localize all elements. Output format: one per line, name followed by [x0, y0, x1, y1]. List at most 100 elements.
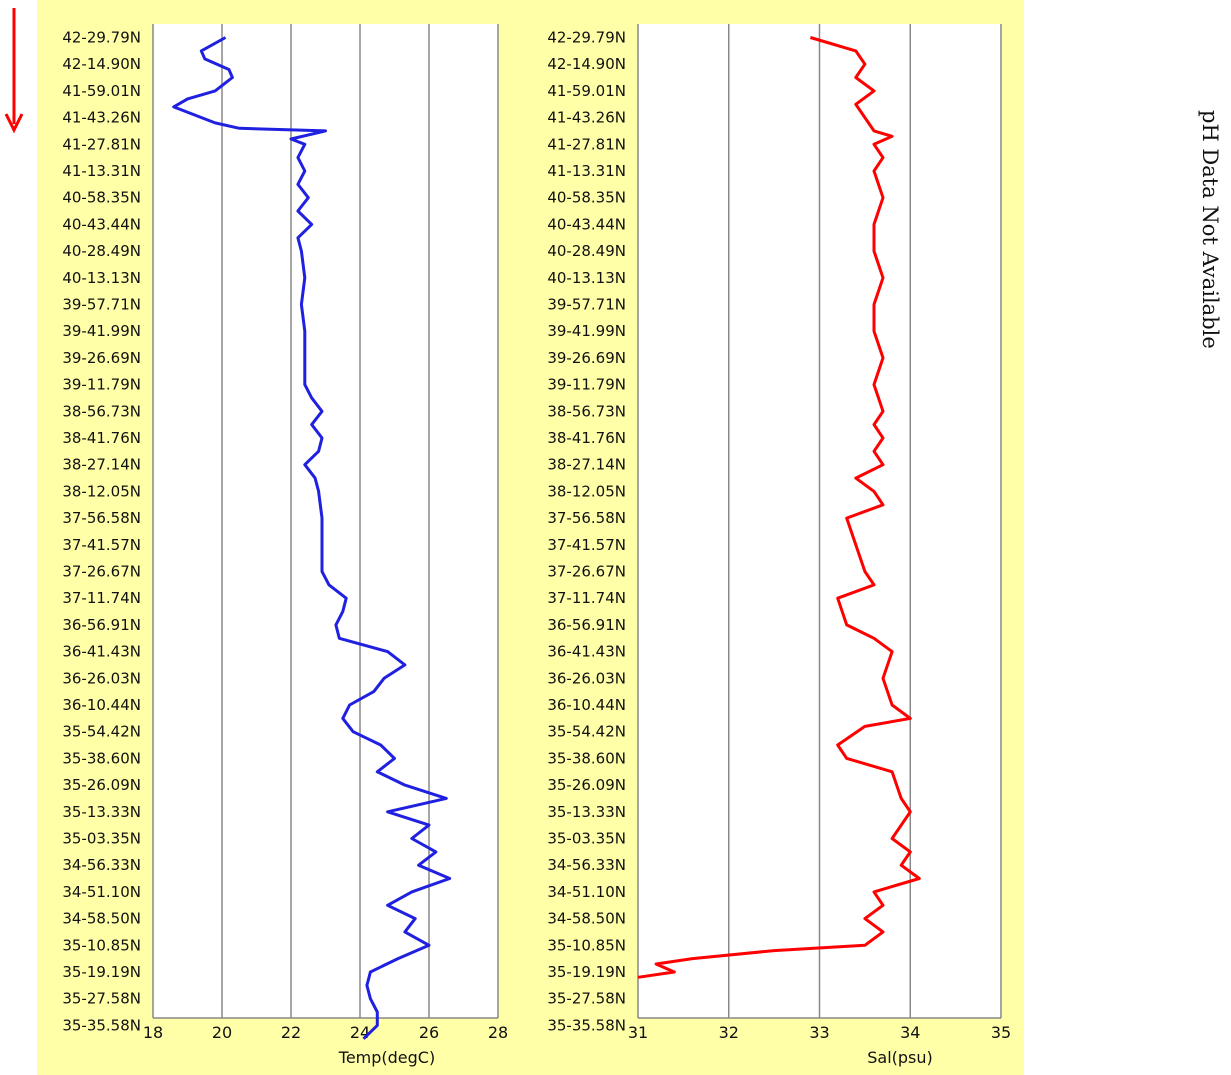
latitude-label: 35-26.09N	[547, 776, 626, 794]
latitude-label: 36-56.91N	[547, 616, 626, 634]
latitude-label: 35-19.19N	[62, 963, 141, 981]
latitude-label: 36-26.03N	[62, 669, 141, 687]
x-tick-label: 35	[991, 1023, 1011, 1042]
latitude-label: 39-26.69N	[547, 349, 626, 367]
x-tick-label: 31	[628, 1023, 648, 1042]
latitude-label: 38-12.05N	[547, 482, 626, 500]
latitude-label: 40-58.35N	[62, 189, 141, 207]
latitude-label: 41-59.01N	[62, 82, 141, 100]
latitude-label: 39-11.79N	[547, 376, 626, 394]
latitude-label: 37-56.58N	[62, 509, 141, 527]
latitude-label: 36-41.43N	[62, 643, 141, 661]
latitude-label: 35-35.58N	[547, 1016, 626, 1034]
latitude-label: 35-10.85N	[547, 936, 626, 954]
latitude-label: 38-41.76N	[547, 429, 626, 447]
latitude-label: 34-58.50N	[62, 910, 141, 928]
x-tick-label: 28	[488, 1023, 508, 1042]
latitude-label: 41-27.81N	[547, 135, 626, 153]
latitude-label: 35-26.09N	[62, 776, 141, 794]
latitude-label: 40-58.35N	[547, 189, 626, 207]
latitude-label: 40-28.49N	[62, 242, 141, 260]
x-tick-label: 18	[143, 1023, 163, 1042]
latitude-label: 35-13.33N	[547, 803, 626, 821]
latitude-label: 34-58.50N	[547, 910, 626, 928]
latitude-label: 36-56.91N	[62, 616, 141, 634]
latitude-label: 34-51.10N	[62, 883, 141, 901]
latitude-label: 42-14.90N	[547, 55, 626, 73]
x-tick-label: 22	[281, 1023, 301, 1042]
latitude-label: 35-38.60N	[547, 749, 626, 767]
latitude-label: 37-41.57N	[62, 536, 141, 554]
latitude-label: 37-26.67N	[547, 563, 626, 581]
x-tick-label: 20	[212, 1023, 232, 1042]
latitude-label: 36-41.43N	[547, 643, 626, 661]
latitude-label: 40-43.44N	[62, 215, 141, 233]
latitude-label: 39-26.69N	[62, 349, 141, 367]
latitude-label: 40-13.13N	[62, 269, 141, 287]
temperature-x-axis-label: Temp(degC)	[338, 1048, 435, 1067]
latitude-label: 39-41.99N	[62, 322, 141, 340]
latitude-label: 41-43.26N	[62, 109, 141, 127]
latitude-label: 37-41.57N	[547, 536, 626, 554]
latitude-label: 34-56.33N	[547, 856, 626, 874]
latitude-label: 35-38.60N	[62, 749, 141, 767]
x-tick-label: 33	[809, 1023, 829, 1042]
latitude-label: 36-10.44N	[62, 696, 141, 714]
latitude-label: 40-28.49N	[547, 242, 626, 260]
x-tick-label: 24	[350, 1023, 370, 1042]
latitude-label: 36-26.03N	[547, 669, 626, 687]
latitude-label: 35-54.42N	[547, 723, 626, 741]
latitude-label: 42-29.79N	[547, 29, 626, 47]
latitude-label: 35-03.35N	[62, 830, 141, 848]
x-tick-label: 26	[419, 1023, 439, 1042]
latitude-label: 41-13.31N	[547, 162, 626, 180]
temperature-gridlines	[152, 24, 499, 1019]
latitude-label: 35-03.35N	[547, 830, 626, 848]
down-arrow-icon	[4, 8, 24, 134]
temperature-latitude-labels: 42-29.79N 42-14.90N 41-59.01N 41-43.26N 41-2…	[62, 29, 141, 1035]
temperature-series-line	[172, 36, 452, 1040]
latitude-label: 34-56.33N	[62, 856, 141, 874]
latitude-label: 34-51.10N	[547, 883, 626, 901]
ph-unavailable-note: pH Data Not Available	[1198, 110, 1222, 349]
latitude-label: 41-13.31N	[62, 162, 141, 180]
latitude-label: 40-13.13N	[547, 269, 626, 287]
latitude-label: 38-41.76N	[62, 429, 141, 447]
latitude-label: 42-29.79N	[62, 29, 141, 47]
latitude-label: 35-27.58N	[547, 990, 626, 1008]
latitude-label: 36-10.44N	[547, 696, 626, 714]
latitude-label: 35-54.42N	[62, 723, 141, 741]
latitude-label: 38-27.14N	[547, 456, 626, 474]
salinity-x-ticks: 31 32 33 34 35	[628, 1023, 1011, 1042]
latitude-label: 40-43.44N	[547, 215, 626, 233]
latitude-label: 42-14.90N	[62, 55, 141, 73]
latitude-label: 37-26.67N	[62, 563, 141, 581]
latitude-label: 38-56.73N	[62, 402, 141, 420]
latitude-label: 39-57.71N	[62, 296, 141, 314]
x-tick-label: 32	[719, 1023, 739, 1042]
temperature-plot-area	[153, 24, 498, 1018]
salinity-series-line	[637, 36, 921, 979]
latitude-label: 38-12.05N	[62, 482, 141, 500]
latitude-label: 39-41.99N	[547, 322, 626, 340]
latitude-label: 38-56.73N	[547, 402, 626, 420]
latitude-label: 39-11.79N	[62, 376, 141, 394]
latitude-label: 41-27.81N	[62, 135, 141, 153]
latitude-label: 35-10.85N	[62, 936, 141, 954]
salinity-panel: 42-29.79N 42-14.90N 41-59.01N 41-43.26N 41-2…	[524, 0, 1024, 1075]
latitude-label: 35-35.58N	[62, 1016, 141, 1034]
salinity-latitude-labels: 42-29.79N 42-14.90N 41-59.01N 41-43.26N 41-2…	[547, 29, 626, 1035]
latitude-label: 37-11.74N	[62, 589, 141, 607]
latitude-label: 35-27.58N	[62, 990, 141, 1008]
temperature-panel: 42-29.79N 42-14.90N 41-59.01N 41-43.26N 41-2…	[37, 0, 524, 1075]
latitude-label: 35-13.33N	[62, 803, 141, 821]
x-tick-label: 34	[900, 1023, 920, 1042]
latitude-label: 41-59.01N	[547, 82, 626, 100]
salinity-x-axis-label: Sal(psu)	[867, 1048, 933, 1067]
temperature-x-ticks: 18 20 22 24 26 28	[143, 1023, 508, 1042]
latitude-label: 39-57.71N	[547, 296, 626, 314]
latitude-label: 37-11.74N	[547, 589, 626, 607]
latitude-label: 35-19.19N	[547, 963, 626, 981]
latitude-label: 37-56.58N	[547, 509, 626, 527]
